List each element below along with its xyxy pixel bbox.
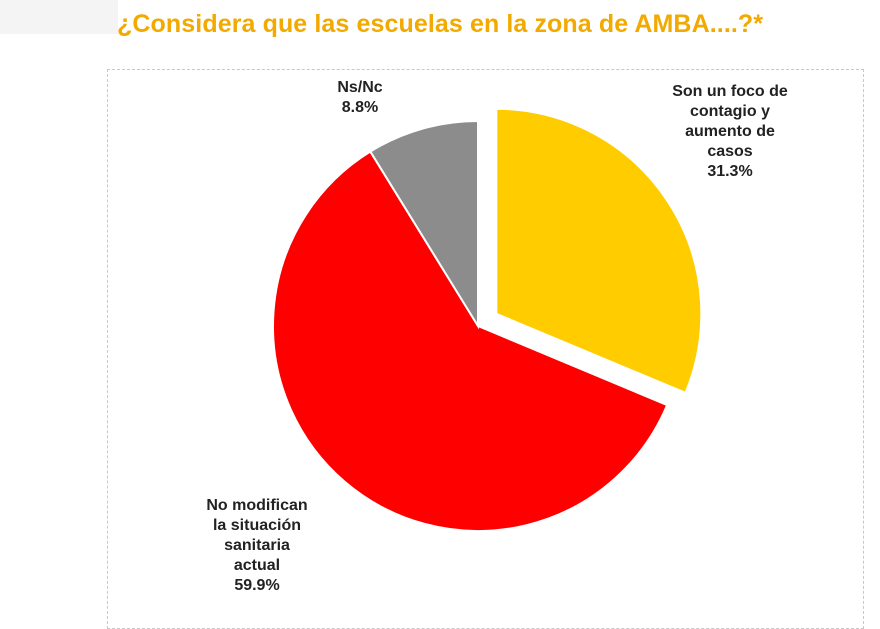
- slice-label-foco-line-1: Son un foco de: [672, 83, 788, 100]
- slice-label-no-modifican-line-4: actual: [233, 557, 281, 574]
- slice-label-nsnc-line-1: Ns/Nc: [337, 79, 383, 96]
- slice-value-nsnc: 8.8%: [341, 99, 379, 116]
- slice-label-nsnc: Ns/Nc 8.8%: [310, 78, 410, 118]
- slice-label-foco-line-2: contagio y: [689, 103, 770, 120]
- slice-label-no-modifican-line-3: sanitaria: [224, 537, 290, 554]
- slice-no-modifican: [272, 150, 669, 532]
- slice-label-foco-line-4: casos: [707, 143, 753, 160]
- slice-label-no-modifican-line-1: No modifican: [206, 497, 308, 514]
- slice-label-foco-line-3: aumento de: [685, 123, 775, 140]
- slice-label-no-modifican-line-2: la situación: [212, 517, 302, 534]
- slice-foco: [495, 107, 703, 395]
- slice-value-foco: 31.3%: [707, 163, 753, 180]
- slice-value-no-modifican: 59.9%: [234, 577, 280, 594]
- slice-label-foco: Son un foco de contagio y aumento de cas…: [630, 82, 830, 182]
- chart-title: ¿Considera que las escuelas en la zona d…: [117, 10, 764, 38]
- slice-nsnc: [368, 119, 479, 330]
- slice-label-no-modifican: No modifican la situación sanitaria actu…: [172, 496, 342, 596]
- header-strip: [0, 0, 118, 34]
